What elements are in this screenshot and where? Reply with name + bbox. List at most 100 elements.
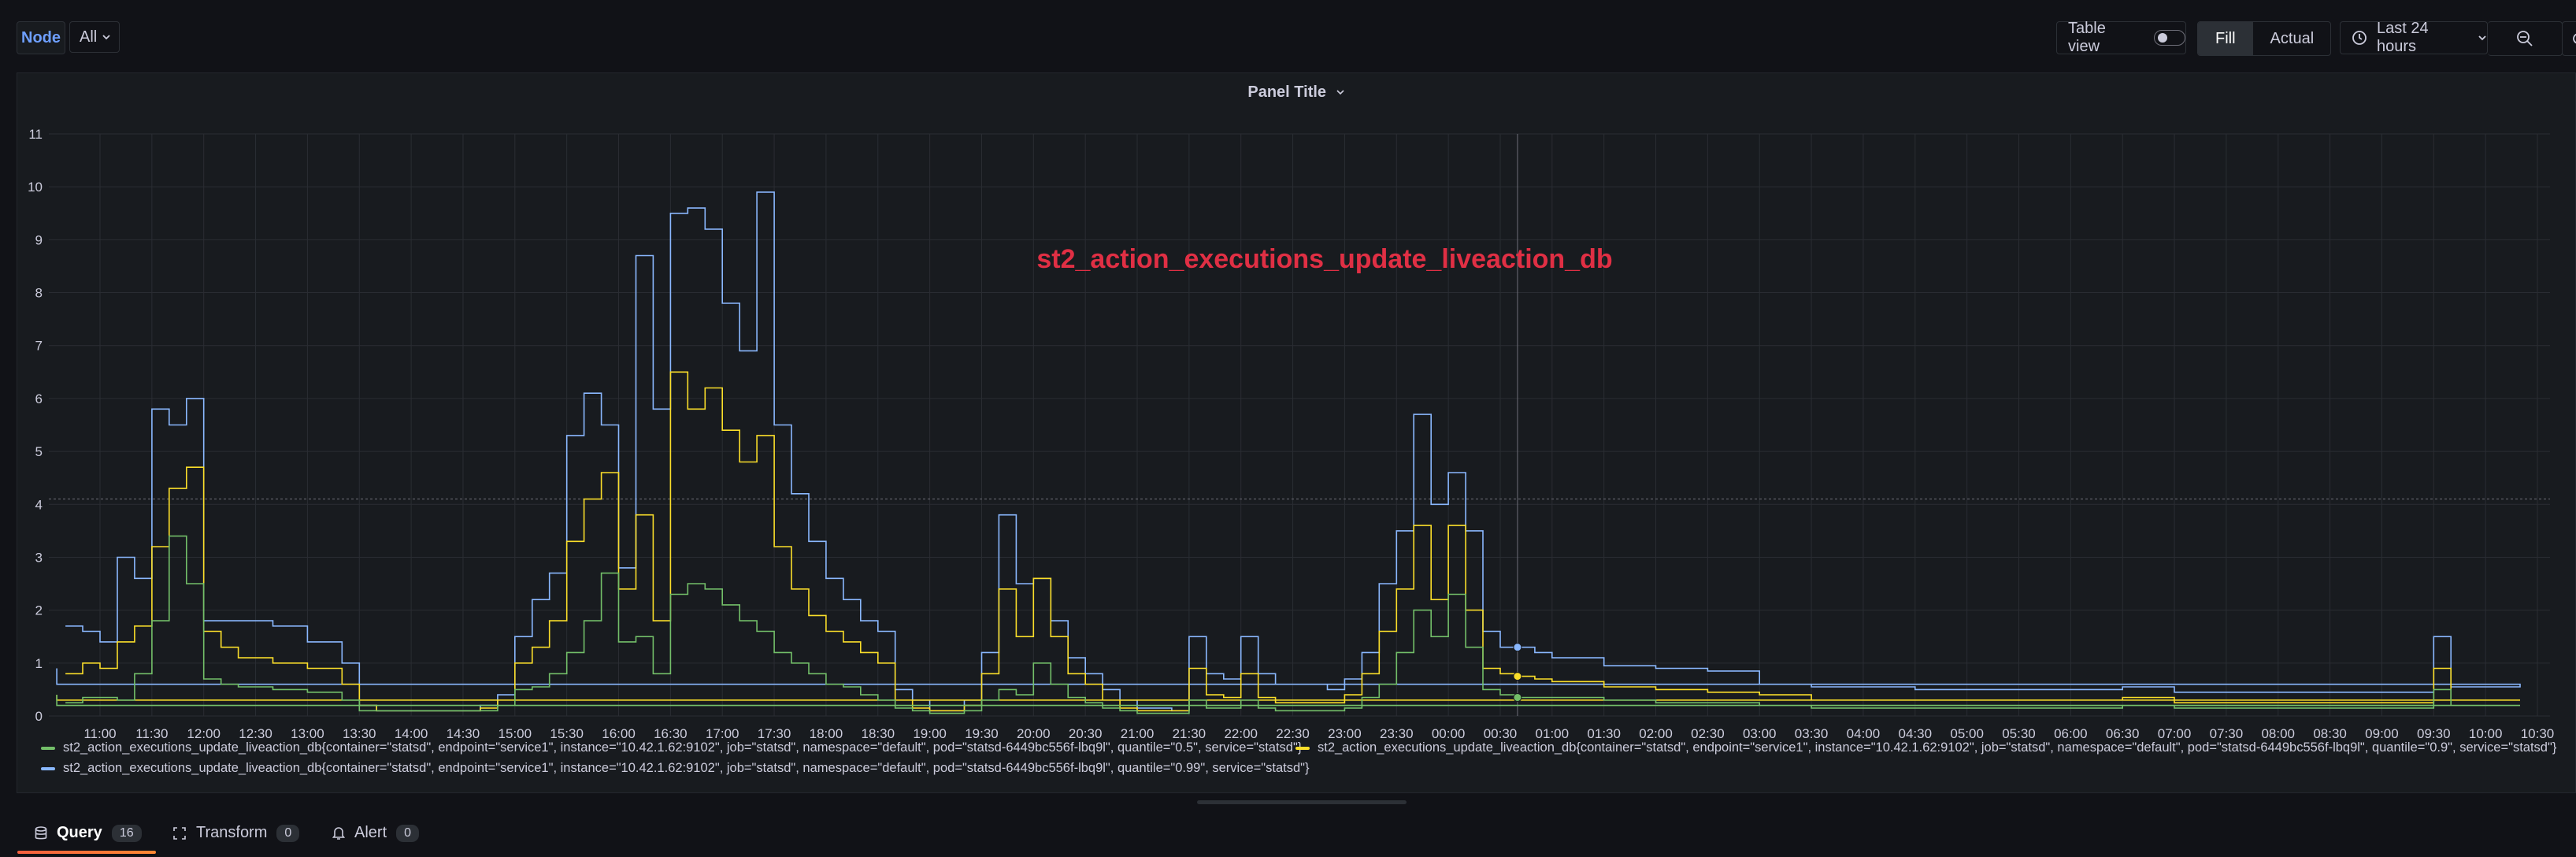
series-line-0[interactable]	[56, 535, 2520, 714]
x-tick-label: 13:00	[291, 726, 324, 739]
active-tab-indicator	[17, 851, 156, 854]
toggle-switch[interactable]	[2154, 30, 2185, 46]
legend-label: st2_action_executions_update_liveaction_…	[63, 761, 1310, 775]
x-tick-label: 22:00	[1224, 726, 1258, 739]
legend-swatch	[41, 746, 55, 750]
x-tick-label: 12:00	[187, 726, 221, 739]
y-tick-label: 1	[35, 656, 43, 671]
x-tick-label: 03:00	[1743, 726, 1777, 739]
x-tick-label: 00:00	[1432, 726, 1466, 739]
y-tick-label: 6	[35, 391, 43, 406]
x-tick-label: 11:30	[135, 726, 168, 739]
legend-label: st2_action_executions_update_liveaction_…	[63, 740, 1303, 755]
x-tick-label: 08:30	[2313, 726, 2347, 739]
x-tick-label: 23:00	[1328, 726, 1362, 739]
x-tick-label: 19:00	[913, 726, 947, 739]
fill-actual-switch: Fill Actual	[2197, 21, 2331, 56]
zoom-out-button[interactable]	[2488, 21, 2563, 56]
y-tick-label: 11	[28, 127, 43, 142]
x-tick-label: 12:30	[239, 726, 272, 739]
x-tick-label: 05:00	[1950, 726, 1984, 739]
hover-point-0	[1513, 692, 1522, 702]
y-tick-label: 8	[35, 286, 43, 301]
tab-query-label: Query	[57, 824, 102, 841]
x-tick-label: 02:30	[1691, 726, 1725, 739]
time-series-chart[interactable]: 0 1 2 3 4 5 6 7 8 9 10 11 11:00 11:30 12:00 12:30 13:00 1…	[17, 73, 2576, 739]
x-tick-label: 09:30	[2417, 726, 2451, 739]
fill-button[interactable]: Fill	[2198, 22, 2253, 55]
tab-alert[interactable]: Alert 0	[332, 824, 420, 842]
tab-query-count: 16	[111, 824, 142, 842]
series-line-1[interactable]	[56, 371, 2520, 712]
chevron-down-icon	[102, 32, 111, 42]
tab-transform-label: Transform	[196, 824, 268, 841]
legend-item[interactable]: st2_action_executions_update_liveaction_…	[41, 761, 1310, 776]
transform-icon	[172, 826, 187, 840]
x-tick-label: 15:30	[550, 726, 584, 739]
x-tick-label: 23:30	[1380, 726, 1414, 739]
time-range-label: Last 24 hours	[2377, 20, 2429, 55]
x-tick-label: 20:30	[1069, 726, 1103, 739]
clock-icon	[2352, 30, 2367, 46]
tab-transform[interactable]: Transform 0	[172, 824, 300, 842]
legend-item[interactable]: st2_action_executions_update_liveaction_…	[1295, 740, 2556, 755]
legend-label: st2_action_executions_update_liveaction_…	[1318, 740, 2557, 755]
y-tick-label: 4	[35, 497, 43, 512]
x-tick-label: 14:00	[395, 726, 428, 739]
x-tick-label: 01:00	[1536, 726, 1570, 739]
panel-title-text: Panel Title	[1247, 83, 1327, 101]
hover-point-1	[1513, 672, 1522, 681]
graph-panel: Panel Title 0 1 2 3 4 5 6 7 8 9 10 11 11:00 11:30 12:0…	[17, 72, 2576, 793]
y-tick-label: 0	[35, 709, 43, 724]
legend-item[interactable]: st2_action_executions_update_liveaction_…	[41, 740, 1302, 755]
y-tick-label: 5	[35, 444, 43, 459]
time-range-picker[interactable]: Last 24 hours	[2340, 20, 2488, 55]
y-tick-label: 10	[28, 180, 43, 195]
x-tick-label: 21:30	[1173, 726, 1206, 739]
y-tick-label: 9	[35, 232, 43, 247]
x-tick-label: 20:00	[1017, 726, 1051, 739]
x-tick-label: 11:00	[83, 726, 116, 739]
bell-icon	[332, 826, 345, 840]
tab-query[interactable]: Query 16	[35, 824, 142, 842]
table-view-toggle[interactable]: Table view	[2056, 20, 2186, 55]
x-tick-label: 08:00	[2261, 726, 2295, 739]
node-variable-label: Node	[17, 21, 65, 54]
chevron-down-icon	[1336, 87, 1345, 97]
x-tick-label: 00:30	[1484, 726, 1518, 739]
x-tick-label: 01:30	[1587, 726, 1621, 739]
refresh-button[interactable]	[2562, 21, 2576, 56]
tab-alert-count: 0	[396, 824, 420, 842]
panel-title[interactable]: Panel Title	[17, 83, 2575, 102]
x-tick-label: 04:00	[1847, 726, 1881, 739]
x-tick-label: 10:30	[2521, 726, 2555, 739]
x-tick-label: 18:30	[861, 726, 895, 739]
x-tick-label: 16:30	[654, 726, 688, 739]
chart-overlay-text: st2_action_executions_update_liveaction_…	[1036, 244, 1612, 274]
refresh-icon	[2570, 31, 2576, 46]
x-tick-label: 07:30	[2210, 726, 2244, 739]
panel-resize-handle[interactable]	[1197, 800, 1407, 804]
x-tick-label: 02:00	[1639, 726, 1673, 739]
x-tick-label: 14:30	[447, 726, 480, 739]
chevron-down-icon	[2478, 33, 2487, 43]
x-tick-label: 17:00	[706, 726, 739, 739]
x-tick-label: 19:30	[965, 726, 999, 739]
database-icon	[35, 825, 47, 840]
tab-alert-label: Alert	[354, 824, 387, 841]
table-view-label: Table view	[2068, 20, 2106, 55]
y-tick-label: 2	[35, 603, 43, 618]
x-tick-label: 05:30	[2002, 726, 2036, 739]
node-variable-select[interactable]: All	[69, 21, 120, 53]
x-tick-label: 03:30	[1795, 726, 1829, 739]
x-tick-label: 15:00	[499, 726, 532, 739]
x-tick-label: 16:00	[602, 726, 636, 739]
zoom-out-icon	[2516, 30, 2533, 47]
x-tick-label: 17:30	[758, 726, 791, 739]
hover-point-2	[1513, 643, 1522, 652]
y-tick-label: 7	[35, 339, 43, 354]
actual-button[interactable]: Actual	[2270, 29, 2315, 47]
tab-transform-count: 0	[276, 824, 300, 842]
query-editor-tabs: Query 16 Transform 0 Alert 0	[0, 807, 2576, 857]
x-tick-label: 10:00	[2469, 726, 2503, 739]
